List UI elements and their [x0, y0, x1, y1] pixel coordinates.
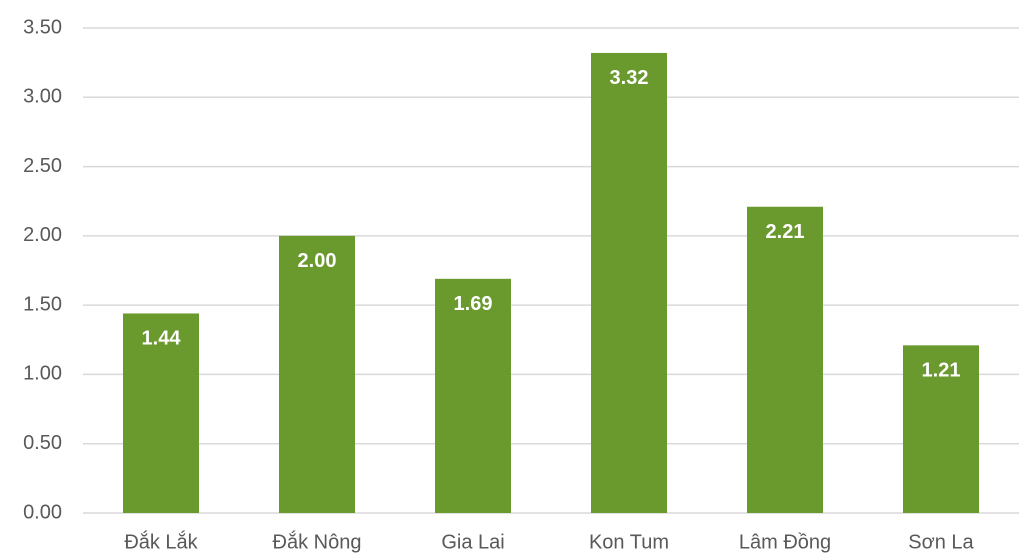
bar	[591, 52, 667, 513]
value-label: 2.21	[766, 221, 805, 243]
x-tick-label: Đắk Lắk	[124, 530, 198, 553]
bar	[903, 345, 979, 513]
y-tick-label: 2.50	[23, 155, 62, 177]
value-label: 2.00	[298, 250, 337, 272]
value-label: 1.69	[454, 293, 493, 315]
y-tick-label: 3.50	[23, 16, 62, 38]
x-tick-label: Lâm Đồng	[739, 531, 831, 553]
value-label: 1.21	[922, 360, 961, 382]
y-tick-label: 3.00	[23, 86, 62, 108]
bar	[435, 278, 511, 513]
y-tick-label: 1.00	[23, 363, 62, 385]
x-tick-label: Gia Lai	[441, 531, 504, 553]
value-label: 1.44	[142, 328, 182, 350]
value-label: 3.32	[610, 67, 649, 89]
x-tick-label: Đắk Nông	[273, 530, 362, 553]
y-tick-label: 0.50	[23, 432, 62, 454]
y-tick-label: 0.00	[23, 501, 62, 523]
bar	[747, 206, 823, 513]
x-tick-label: Sơn La	[908, 531, 974, 553]
bar	[123, 313, 199, 513]
bar	[279, 235, 355, 513]
x-tick-label: Kon Tum	[589, 531, 669, 553]
y-tick-label: 1.50	[23, 293, 62, 315]
y-tick-label: 2.00	[23, 224, 62, 246]
